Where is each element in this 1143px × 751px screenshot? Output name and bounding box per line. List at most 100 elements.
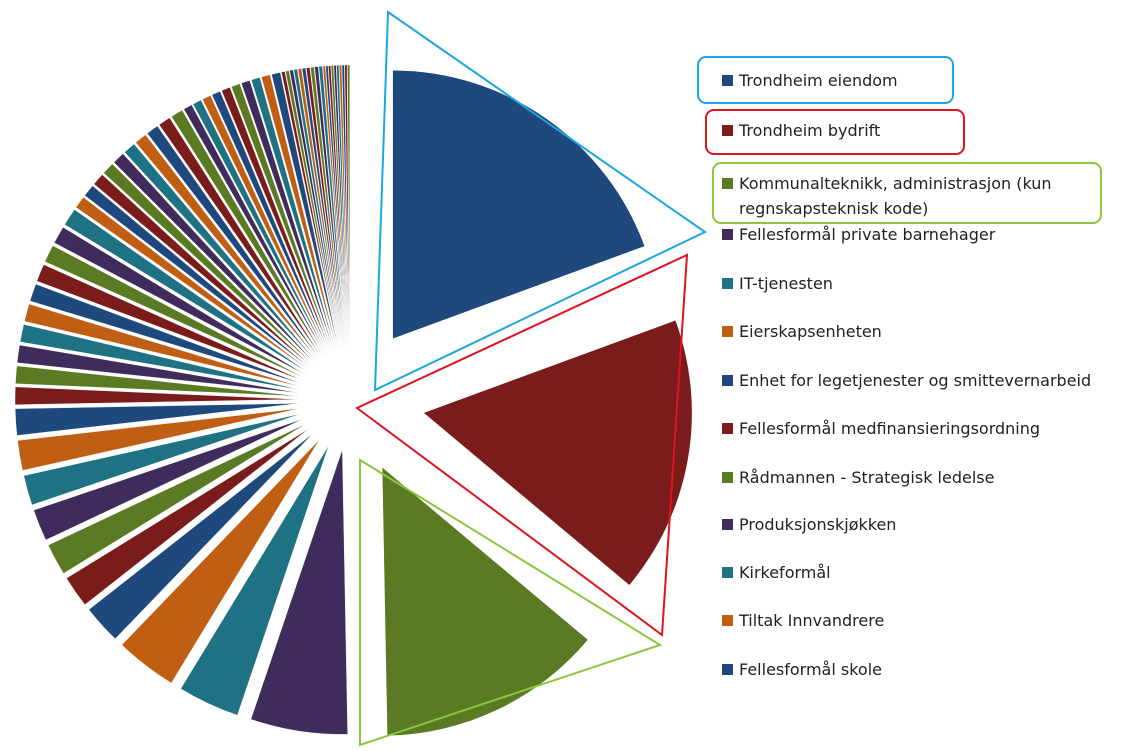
pie-slice bbox=[64, 209, 309, 373]
pie-slice bbox=[250, 449, 348, 735]
pie-slice bbox=[14, 386, 301, 405]
pie bbox=[14, 64, 692, 736]
pie-slice bbox=[44, 245, 306, 379]
pie-slice bbox=[341, 64, 350, 351]
pie-slice bbox=[240, 80, 335, 353]
pie-slice bbox=[183, 104, 326, 357]
legend-label: Produksjonskjøkken bbox=[739, 515, 897, 534]
pie-slice bbox=[146, 125, 321, 360]
highlight-triangle bbox=[355, 253, 689, 637]
pie-slice bbox=[339, 64, 349, 351]
pie-slice bbox=[392, 70, 645, 339]
legend-entry: Trondheim eiendom bbox=[722, 68, 898, 93]
highlight-box bbox=[712, 162, 1102, 224]
legend-entry: Fellesformål medfinansieringsordning bbox=[722, 416, 1040, 441]
legend-swatch bbox=[722, 375, 733, 386]
legend-label: Fellesformål private barnehager bbox=[739, 225, 996, 244]
pie-slice bbox=[301, 67, 344, 351]
legend-swatch bbox=[722, 125, 733, 136]
highlight-triangle bbox=[359, 458, 663, 747]
pie-slice bbox=[325, 65, 347, 351]
pie-slice bbox=[202, 95, 329, 355]
pie-slice bbox=[171, 109, 325, 358]
legend-swatch bbox=[722, 567, 733, 578]
legend-entry: IT-tjenesten bbox=[722, 271, 833, 296]
pie-slice bbox=[53, 226, 307, 376]
pie-slice bbox=[293, 68, 343, 351]
pie-slice bbox=[33, 418, 304, 541]
legend-label: Enhet for legetjenester og smittevernarb… bbox=[739, 371, 1092, 390]
legend-label: Kommunalteknikk, administrasjon (kun reg… bbox=[739, 174, 1052, 218]
pie-slice bbox=[29, 283, 303, 385]
pie-slice bbox=[15, 365, 301, 397]
pie-slice bbox=[314, 66, 346, 351]
pie-slice bbox=[322, 65, 347, 351]
legend-swatch bbox=[722, 178, 733, 189]
legend-label: Kirkeformål bbox=[739, 563, 831, 582]
pie-slice bbox=[14, 403, 301, 436]
pie-slice bbox=[382, 467, 588, 736]
legend-label: Rådmannen - Strategisk ledelse bbox=[739, 468, 995, 487]
pie-slice bbox=[344, 64, 350, 351]
pie-slice bbox=[347, 64, 350, 351]
legend-label: Eierskapsenheten bbox=[739, 322, 882, 341]
legend-entry: Kommunalteknikk, administrasjon (kun reg… bbox=[722, 171, 1079, 221]
legend-label: IT-tjenesten bbox=[739, 274, 833, 293]
legend-swatch bbox=[722, 326, 733, 337]
legend-entry: Trondheim bydrift bbox=[722, 118, 880, 143]
pie-slice bbox=[285, 70, 341, 351]
pie-slice bbox=[124, 143, 318, 363]
legend-swatch bbox=[722, 278, 733, 289]
highlight-box bbox=[697, 56, 954, 104]
pie-slice bbox=[289, 69, 342, 351]
pie-slice bbox=[211, 90, 331, 355]
pie-slice bbox=[19, 324, 302, 391]
legend-label: Trondheim eiendom bbox=[739, 71, 898, 90]
legend-entry: Fellesformål private barnehager bbox=[722, 222, 995, 247]
pie-slice bbox=[318, 65, 346, 351]
legend-label: Tiltak Innvandrere bbox=[739, 611, 885, 630]
pie-slice bbox=[84, 185, 312, 369]
legend-label: Fellesformål skole bbox=[739, 660, 882, 679]
pie-slice bbox=[333, 65, 348, 351]
legend-entry: Enhet for legetjenester og smittevernarb… bbox=[722, 368, 1091, 393]
pie-slice bbox=[158, 117, 323, 359]
pie-slice bbox=[328, 65, 348, 351]
pie-slice bbox=[23, 413, 302, 506]
legend-entry: Rådmannen - Strategisk ledelse bbox=[722, 465, 994, 490]
pie-slice bbox=[231, 83, 334, 354]
pie-slice bbox=[297, 68, 343, 351]
pie-slice bbox=[192, 99, 328, 356]
pie-slice bbox=[121, 439, 320, 684]
pie-slice bbox=[261, 74, 338, 352]
legend-label: Trondheim bydrift bbox=[739, 121, 881, 140]
legend-swatch bbox=[722, 615, 733, 626]
pie-slice bbox=[336, 64, 349, 351]
pie-slice bbox=[36, 264, 304, 382]
legend-entry: Produksjonskjøkken bbox=[722, 512, 896, 537]
legend-entry: Kirkeformål bbox=[722, 560, 831, 585]
pie-slice bbox=[17, 408, 301, 471]
pie-slice bbox=[93, 174, 313, 368]
pie-slice bbox=[281, 71, 341, 352]
pie-slice bbox=[16, 344, 301, 394]
legend-label: Fellesformål medfinansieringsordning bbox=[739, 419, 1041, 438]
legend-swatch bbox=[722, 664, 733, 675]
pie-slice bbox=[180, 445, 330, 716]
pie-slice bbox=[75, 196, 310, 371]
pie-slice bbox=[113, 153, 316, 365]
legend-entry: Eierskapsenheten bbox=[722, 319, 882, 344]
legend-swatch bbox=[722, 423, 733, 434]
pie-slice bbox=[135, 134, 319, 362]
pie-slice bbox=[88, 433, 314, 640]
pie-slice bbox=[250, 77, 337, 353]
legend-swatch bbox=[722, 229, 733, 240]
legend-entry: Fellesformål skole bbox=[722, 657, 882, 682]
highlight-triangle bbox=[373, 10, 707, 392]
pie-slice bbox=[66, 428, 310, 605]
pie-slice bbox=[330, 65, 348, 351]
pie-slice bbox=[306, 67, 344, 351]
pie-slice bbox=[221, 87, 332, 354]
